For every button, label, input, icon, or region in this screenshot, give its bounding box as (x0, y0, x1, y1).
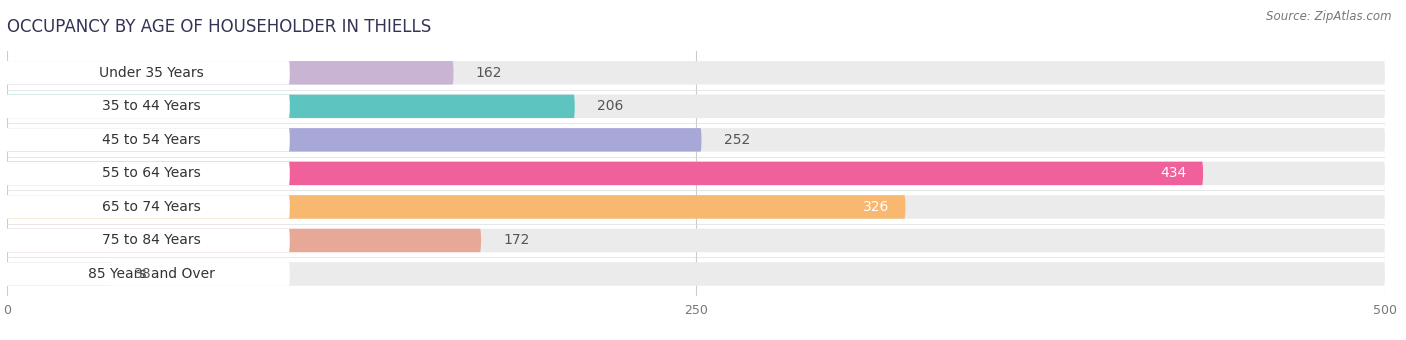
FancyBboxPatch shape (7, 262, 111, 286)
FancyBboxPatch shape (7, 95, 1385, 118)
FancyBboxPatch shape (7, 162, 1204, 185)
FancyBboxPatch shape (0, 229, 290, 252)
FancyBboxPatch shape (0, 195, 290, 219)
Text: 206: 206 (596, 99, 623, 113)
Text: OCCUPANCY BY AGE OF HOUSEHOLDER IN THIELLS: OCCUPANCY BY AGE OF HOUSEHOLDER IN THIEL… (7, 18, 432, 36)
Text: 55 to 64 Years: 55 to 64 Years (103, 166, 201, 181)
FancyBboxPatch shape (0, 262, 290, 286)
FancyBboxPatch shape (7, 61, 1385, 85)
FancyBboxPatch shape (0, 95, 290, 118)
FancyBboxPatch shape (7, 229, 481, 252)
FancyBboxPatch shape (0, 162, 290, 185)
Text: 38: 38 (134, 267, 152, 281)
Text: 434: 434 (1160, 166, 1187, 181)
Text: 35 to 44 Years: 35 to 44 Years (103, 99, 201, 113)
FancyBboxPatch shape (7, 95, 575, 118)
FancyBboxPatch shape (7, 195, 1385, 219)
FancyBboxPatch shape (0, 128, 290, 152)
FancyBboxPatch shape (7, 162, 1385, 185)
FancyBboxPatch shape (7, 262, 1385, 286)
FancyBboxPatch shape (7, 195, 905, 219)
Text: 75 to 84 Years: 75 to 84 Years (103, 234, 201, 248)
Text: 85 Years and Over: 85 Years and Over (89, 267, 215, 281)
FancyBboxPatch shape (7, 61, 454, 85)
FancyBboxPatch shape (7, 229, 1385, 252)
Text: 45 to 54 Years: 45 to 54 Years (103, 133, 201, 147)
Text: Source: ZipAtlas.com: Source: ZipAtlas.com (1267, 10, 1392, 23)
Text: 162: 162 (475, 66, 502, 80)
Text: 326: 326 (862, 200, 889, 214)
FancyBboxPatch shape (7, 128, 702, 152)
Text: 252: 252 (724, 133, 749, 147)
Text: Under 35 Years: Under 35 Years (100, 66, 204, 80)
Text: 172: 172 (503, 234, 530, 248)
Text: 65 to 74 Years: 65 to 74 Years (103, 200, 201, 214)
FancyBboxPatch shape (7, 128, 1385, 152)
FancyBboxPatch shape (0, 61, 290, 85)
